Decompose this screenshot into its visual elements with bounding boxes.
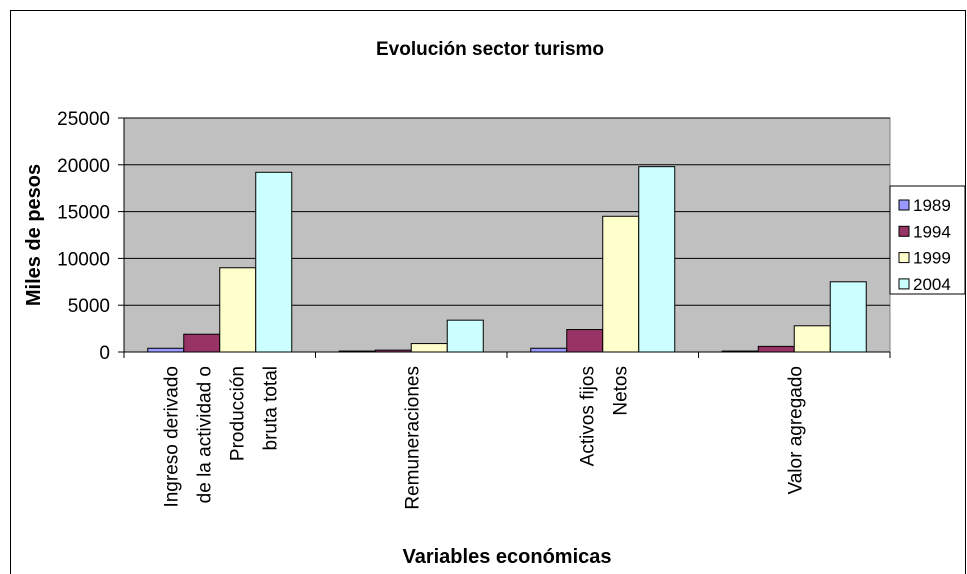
bar [602, 215, 640, 353]
bar [374, 349, 412, 353]
y-tick-label: 25000 [57, 109, 110, 130]
legend-label: 1999 [913, 249, 951, 268]
legend-swatch [898, 225, 910, 237]
legend: 1989 1994 1999 2004 [889, 185, 966, 295]
legend-label: 1994 [913, 222, 951, 241]
x-tick-label: Ingreso derivado de la actividad o Producc… [161, 366, 281, 508]
x-tick-label-line: bruta total [260, 366, 281, 451]
x-tick-label-line: de la actividad o [194, 366, 215, 503]
legend-label: 2004 [913, 275, 951, 294]
x-tick-label: Valor agregado [785, 366, 806, 495]
bar [338, 350, 376, 353]
bar [793, 325, 831, 353]
legend-swatch [898, 199, 910, 211]
x-tick-label-line: Valor agregado [785, 366, 806, 495]
y-tick-label: 10000 [57, 249, 110, 270]
x-tick-label-line: Ingreso derivado [161, 366, 182, 508]
legend-swatch [898, 278, 910, 290]
legend-swatch [898, 252, 910, 264]
y-axis-title: Miles de pesos [23, 164, 45, 306]
x-axis-title: Variables económicas [402, 546, 611, 568]
y-tick-label: 0 [99, 343, 110, 364]
bar [566, 329, 604, 353]
legend-label: 1989 [913, 196, 951, 215]
bar [757, 345, 795, 353]
x-tick-label-line: Netos [610, 366, 631, 416]
bar [638, 166, 676, 353]
bar [530, 347, 568, 353]
bar [219, 267, 257, 353]
bar [446, 319, 484, 353]
y-tick-label: 15000 [57, 203, 110, 224]
bar [721, 350, 759, 353]
bar [147, 347, 185, 353]
bar [410, 343, 448, 353]
x-tick-label: Remuneraciones [402, 366, 423, 510]
y-tick-label: 5000 [68, 296, 110, 317]
x-tick-label-line: Activos fijos [577, 366, 598, 466]
bar [829, 281, 867, 353]
x-tick-label: Activos fijos Netos [577, 366, 631, 466]
x-tick-label-line: Producción [227, 366, 248, 461]
y-tick-label: 20000 [57, 156, 110, 177]
bar [183, 333, 221, 353]
bar [255, 171, 293, 353]
chart-title: Evolución sector turismo [376, 39, 604, 60]
x-tick-label-line: Remuneraciones [402, 366, 423, 510]
